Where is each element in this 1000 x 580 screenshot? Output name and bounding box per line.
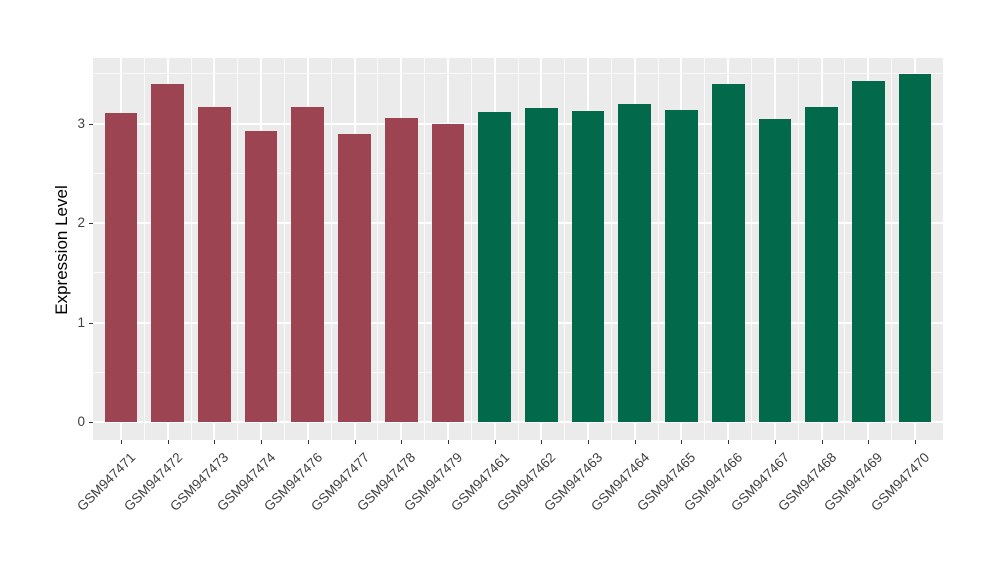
y-tick — [89, 223, 93, 225]
gridline-minor — [517, 58, 519, 440]
gridline-minor — [844, 58, 846, 440]
gridline-minor — [470, 58, 472, 440]
gridline-minor — [377, 58, 379, 440]
bar-GSM947471 — [104, 112, 138, 423]
x-tick-label: GSM947467 — [727, 449, 793, 514]
bar-GSM947469 — [851, 80, 885, 423]
bar-GSM947462 — [525, 107, 558, 423]
bar-GSM947477 — [338, 133, 371, 423]
y-tick-label: 3 — [77, 115, 85, 131]
x-tick-label: GSM947469 — [821, 449, 886, 514]
x-tick-label: GSM947472 — [120, 449, 186, 514]
x-tick — [634, 440, 636, 444]
gridline-minor — [891, 58, 893, 440]
x-tick-label: GSM947473 — [167, 449, 232, 514]
gridline-minor — [797, 58, 799, 440]
x-tick — [214, 440, 216, 444]
gridline-minor — [751, 58, 753, 440]
plot-panel — [93, 58, 943, 440]
x-tick — [447, 440, 449, 444]
x-tick — [541, 440, 543, 444]
bar-GSM947463 — [571, 110, 605, 423]
x-tick-label: GSM947462 — [494, 449, 559, 514]
x-tick — [401, 440, 403, 444]
bar-GSM947465 — [665, 109, 698, 423]
gridline-minor — [704, 58, 706, 440]
x-tick — [681, 440, 683, 444]
x-tick-label: GSM947468 — [774, 449, 839, 514]
gridline-minor — [143, 58, 145, 440]
gridline-minor — [330, 58, 332, 440]
x-tick-label: GSM947470 — [868, 449, 933, 514]
y-tick — [89, 422, 93, 424]
x-tick — [494, 440, 496, 444]
x-tick-label: GSM947474 — [214, 449, 279, 514]
x-tick-label: GSM947466 — [681, 449, 746, 514]
gridline-minor — [610, 58, 612, 440]
gridline-minor — [564, 58, 566, 440]
gridline-minor — [190, 58, 192, 440]
x-tick-label: GSM947465 — [634, 449, 699, 514]
y-tick-label: 2 — [77, 215, 85, 231]
bar-GSM947466 — [711, 83, 745, 423]
x-tick — [914, 440, 916, 444]
bar-GSM947467 — [758, 118, 792, 423]
x-tick — [868, 440, 870, 444]
x-tick — [821, 440, 823, 444]
x-tick — [121, 440, 123, 444]
x-tick — [354, 440, 356, 444]
gridline-minor — [237, 58, 239, 440]
x-tick — [728, 440, 730, 444]
x-tick-label: GSM947478 — [354, 449, 419, 514]
x-tick-label: GSM947477 — [307, 449, 372, 514]
x-tick — [167, 440, 169, 444]
bar-GSM947479 — [431, 123, 465, 423]
y-tick-label: 1 — [77, 314, 85, 330]
bar-GSM947476 — [291, 106, 325, 423]
y-tick — [89, 322, 93, 324]
bar-GSM947472 — [151, 83, 185, 423]
y-tick-label: 0 — [77, 414, 85, 430]
x-tick-label: GSM947476 — [260, 449, 326, 514]
x-tick-label: GSM947463 — [541, 449, 606, 514]
x-tick-label: GSM947471 — [74, 449, 139, 514]
bar-GSM947474 — [244, 130, 278, 423]
bar-GSM947473 — [198, 106, 231, 423]
bar-GSM947478 — [384, 117, 418, 423]
gridline-minor — [424, 58, 426, 440]
x-tick-label: GSM947479 — [401, 449, 466, 514]
x-tick — [588, 440, 590, 444]
bar-GSM947468 — [805, 106, 838, 423]
y-tick — [89, 123, 93, 125]
y-axis-title: Expression Level — [52, 185, 71, 315]
x-tick-label: GSM947464 — [587, 449, 653, 514]
bar-GSM947461 — [478, 111, 511, 423]
x-tick — [307, 440, 309, 444]
x-tick — [261, 440, 263, 444]
gridline-minor — [283, 58, 285, 440]
bar-GSM947470 — [898, 73, 932, 423]
x-tick — [774, 440, 776, 444]
gridline-minor — [657, 58, 659, 440]
x-tick-label: GSM947461 — [447, 449, 512, 514]
bar-GSM947464 — [618, 103, 652, 423]
